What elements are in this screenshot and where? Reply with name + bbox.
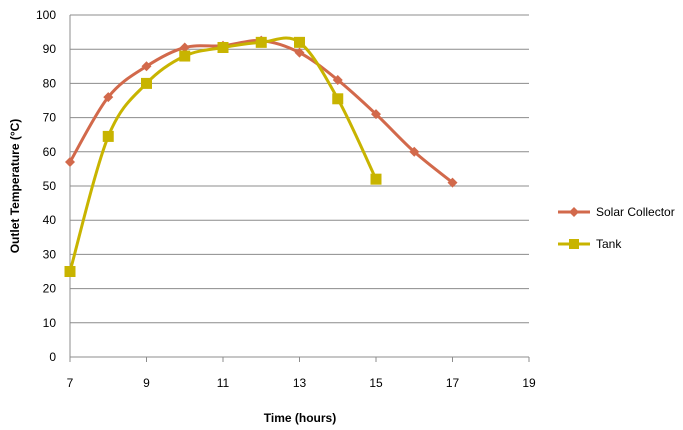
y-tick-label: 10 <box>43 316 57 330</box>
x-tick-labels: 7 9 11 13 15 17 19 <box>67 376 536 390</box>
legend-diamond-marker-icon <box>558 207 590 217</box>
data-point-solar-collector <box>332 74 343 85</box>
x-tick-label: 13 <box>293 376 307 390</box>
y-axis-title: Outlet Temperature (°C) <box>8 119 22 254</box>
x-tick-label: 7 <box>67 376 74 390</box>
data-point-solar-collector <box>447 177 458 188</box>
x-tick-label: 19 <box>522 376 536 390</box>
series-line-solar-collector <box>68 38 454 184</box>
x-tick-label: 15 <box>369 376 383 390</box>
gridlines <box>70 14 529 324</box>
y-tick-label: 40 <box>43 213 57 227</box>
legend-square-marker-icon <box>558 239 590 249</box>
data-point-tank <box>294 36 305 48</box>
data-point-solar-collector <box>409 146 420 157</box>
data-point-tank <box>179 50 191 62</box>
legend-item-tank: Tank <box>556 228 675 260</box>
y-tick-labels: 0 10 20 30 40 50 60 70 80 90 100 <box>36 8 56 364</box>
data-point-tank <box>217 41 229 53</box>
y-tick-label: 70 <box>43 111 57 125</box>
x-tick-label: 9 <box>143 376 150 390</box>
data-point-tank <box>102 130 114 142</box>
data-point-tank <box>332 93 344 105</box>
axes <box>69 15 530 362</box>
y-tick-label: 0 <box>49 350 56 364</box>
series-lines <box>64 35 458 277</box>
data-point-solar-collector <box>65 157 75 168</box>
legend-label-tank: Tank <box>596 237 622 251</box>
y-tick-label: 30 <box>43 247 57 261</box>
x-tick-label: 11 <box>217 376 230 390</box>
y-tick-label: 20 <box>43 282 57 296</box>
y-tick-label: 60 <box>43 145 57 159</box>
data-point-solar-collector <box>103 92 114 103</box>
data-point-tank <box>64 266 76 277</box>
legend: Solar Collector Tank <box>556 196 675 260</box>
legend-item-solar-collector: Solar Collector <box>556 196 675 228</box>
data-point-tank <box>255 36 267 48</box>
y-tick-label: 90 <box>43 42 57 56</box>
x-axis-title: Time (hours) <box>264 411 336 425</box>
data-point-solar-collector <box>371 109 381 120</box>
legend-label-solar-collector: Solar Collector <box>596 205 675 219</box>
x-tick-label: 17 <box>446 376 460 390</box>
y-tick-label: 100 <box>36 8 56 22</box>
data-point-tank <box>141 77 152 89</box>
data-point-solar-collector <box>294 47 305 58</box>
data-point-solar-collector <box>141 61 152 72</box>
y-tick-label: 80 <box>43 76 57 90</box>
data-point-solar-collector <box>179 42 190 53</box>
y-tick-label: 50 <box>43 179 57 193</box>
data-point-tank <box>370 173 382 185</box>
